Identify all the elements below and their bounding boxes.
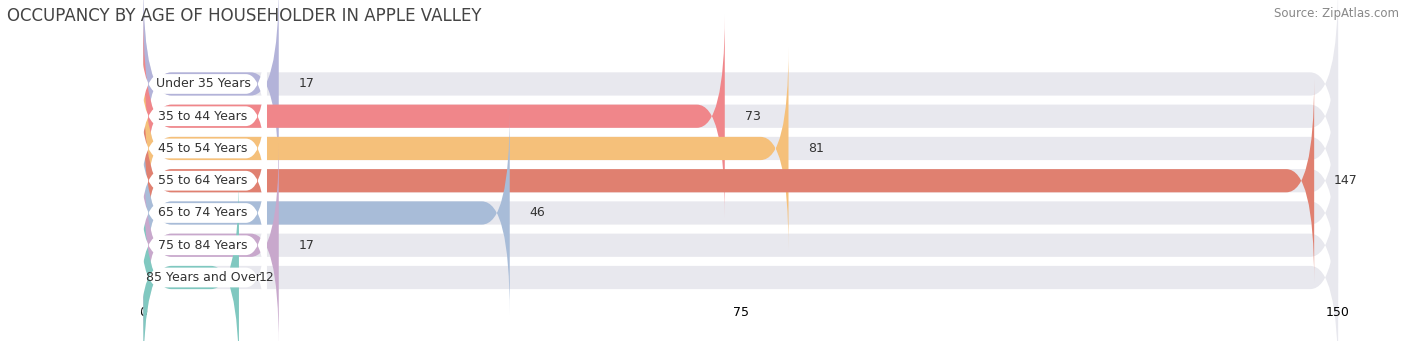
FancyBboxPatch shape <box>143 47 1339 250</box>
FancyBboxPatch shape <box>143 79 1315 282</box>
FancyBboxPatch shape <box>143 79 1339 282</box>
Text: Source: ZipAtlas.com: Source: ZipAtlas.com <box>1274 7 1399 20</box>
Text: 17: 17 <box>298 239 315 252</box>
FancyBboxPatch shape <box>139 138 267 288</box>
Text: 35 to 44 Years: 35 to 44 Years <box>159 110 247 123</box>
FancyBboxPatch shape <box>143 112 510 314</box>
Text: 75 to 84 Years: 75 to 84 Years <box>159 239 247 252</box>
Text: 45 to 54 Years: 45 to 54 Years <box>159 142 247 155</box>
FancyBboxPatch shape <box>139 9 267 159</box>
FancyBboxPatch shape <box>143 47 789 250</box>
Text: 12: 12 <box>259 271 274 284</box>
FancyBboxPatch shape <box>143 0 278 185</box>
FancyBboxPatch shape <box>143 144 1339 341</box>
Text: 46: 46 <box>530 207 546 220</box>
FancyBboxPatch shape <box>143 112 1339 314</box>
FancyBboxPatch shape <box>139 170 267 320</box>
Text: 85 Years and Over: 85 Years and Over <box>146 271 260 284</box>
FancyBboxPatch shape <box>139 203 267 341</box>
FancyBboxPatch shape <box>143 0 1339 185</box>
FancyBboxPatch shape <box>143 15 1339 218</box>
Text: 73: 73 <box>745 110 761 123</box>
Text: 55 to 64 Years: 55 to 64 Years <box>159 174 247 187</box>
FancyBboxPatch shape <box>143 176 239 341</box>
FancyBboxPatch shape <box>139 41 267 191</box>
Text: Under 35 Years: Under 35 Years <box>156 77 250 90</box>
Text: 147: 147 <box>1334 174 1358 187</box>
Text: 65 to 74 Years: 65 to 74 Years <box>159 207 247 220</box>
FancyBboxPatch shape <box>143 176 1339 341</box>
FancyBboxPatch shape <box>143 15 724 218</box>
Text: 17: 17 <box>298 77 315 90</box>
Text: 81: 81 <box>808 142 824 155</box>
FancyBboxPatch shape <box>139 74 267 223</box>
FancyBboxPatch shape <box>143 144 278 341</box>
Text: OCCUPANCY BY AGE OF HOUSEHOLDER IN APPLE VALLEY: OCCUPANCY BY AGE OF HOUSEHOLDER IN APPLE… <box>7 7 481 25</box>
FancyBboxPatch shape <box>139 106 267 255</box>
